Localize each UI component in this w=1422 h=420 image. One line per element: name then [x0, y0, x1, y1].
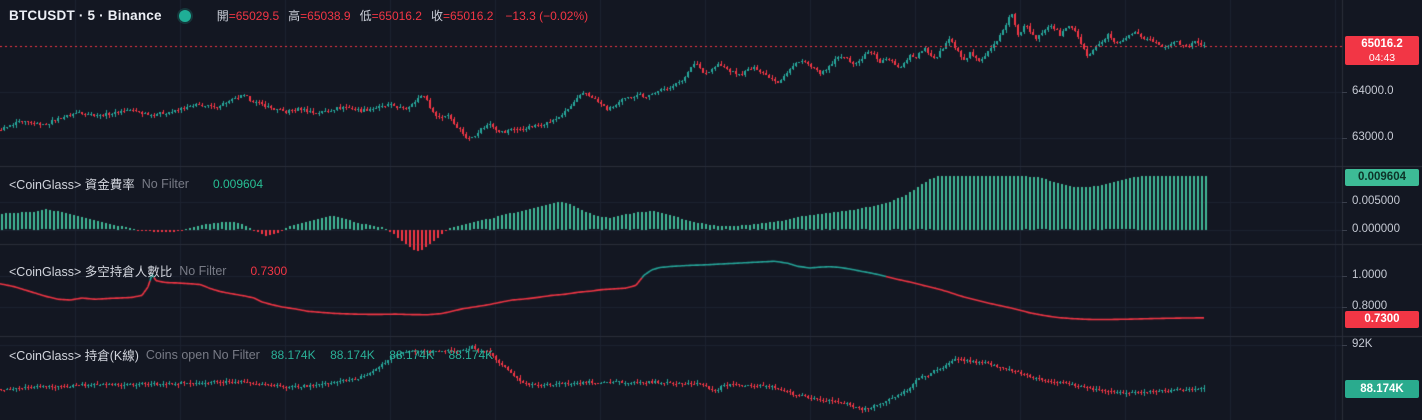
ohlc-readout: 開=65029.5 高=65038.9 低=65016.2 收=65016.2 — [217, 7, 503, 24]
funding-indicator-value: 0.009604 — [212, 176, 264, 191]
axis-tick — [1342, 138, 1347, 139]
change-value: −13.3 (−0.02%) — [505, 8, 589, 23]
oi-high-value: 88.174K — [330, 347, 375, 362]
last-price-badge: 65016.2 04:43 — [1345, 36, 1419, 65]
ohlc-high: 高=65038.9 — [288, 9, 351, 23]
funding-indicator-title[interactable]: <CoinGlass> 資金費率 — [9, 178, 135, 192]
ratio-indicator-title[interactable]: <CoinGlass> 多空持倉人數比 — [9, 265, 173, 279]
oi-low-value: 88.174K — [389, 347, 434, 362]
connection-status-icon[interactable] — [178, 9, 191, 22]
ratio-indicator-params: No Filter — [179, 263, 227, 278]
oi-value-badge: 88.174K — [1345, 380, 1419, 398]
last-price-value: 65016.2 — [1361, 38, 1403, 50]
oi-indicator-title[interactable]: <CoinGlass> 持倉(K線) — [9, 349, 139, 363]
ratio-pane-header: <CoinGlass> 多空持倉人數比 No Filter 0.7300 — [9, 261, 287, 280]
ratio-indicator-value: 0.7300 — [250, 263, 288, 278]
axis-label-ratio: 1.0000 — [1352, 269, 1388, 281]
axis-tick — [1342, 345, 1347, 346]
oi-close-value: 88.174K — [448, 347, 494, 362]
axis-label-funding: 0.000000 — [1352, 223, 1400, 235]
funding-pane-header: <CoinGlass> 資金費率 No Filter 0.009604 — [9, 174, 263, 193]
axis-tick — [1342, 276, 1347, 277]
oi-pane-header: <CoinGlass> 持倉(K線) Coins open No Filter … — [9, 345, 493, 364]
axis-label-ratio: 0.8000 — [1352, 300, 1388, 312]
funding-indicator-params: No Filter — [141, 176, 189, 191]
ohlc-open: 開=65029.5 — [216, 9, 280, 23]
main-pane-header: BTCUSDT · 5 · Binance 開=65029.5 高=65038.… — [9, 7, 588, 24]
bar-countdown: 04:43 — [1368, 52, 1396, 64]
oi-open-value: 88.174K — [270, 347, 316, 362]
axis-label-price: 64000.0 — [1352, 85, 1394, 97]
funding-value-badge: 0.009604 — [1345, 169, 1419, 186]
ohlc-close: 收=65016.2 — [430, 9, 494, 23]
ohlc-low: 低=65016.2 — [359, 9, 422, 23]
oi-indicator-params: Coins open No Filter — [145, 347, 260, 362]
axis-label-oi: 92K — [1352, 338, 1373, 350]
ratio-value-badge: 0.7300 — [1345, 311, 1419, 328]
axis-tick — [1342, 202, 1347, 203]
axis-tick — [1342, 307, 1347, 308]
symbol-title[interactable]: BTCUSDT · 5 · Binance — [9, 8, 162, 23]
axis-label-price: 63000.0 — [1352, 131, 1394, 143]
axis-label-funding: 0.005000 — [1352, 195, 1400, 207]
oi-ohlc-values: 88.174K 88.174K 88.174K 88.174K — [260, 348, 493, 362]
axis-tick — [1342, 92, 1347, 93]
axis-tick — [1342, 230, 1347, 231]
